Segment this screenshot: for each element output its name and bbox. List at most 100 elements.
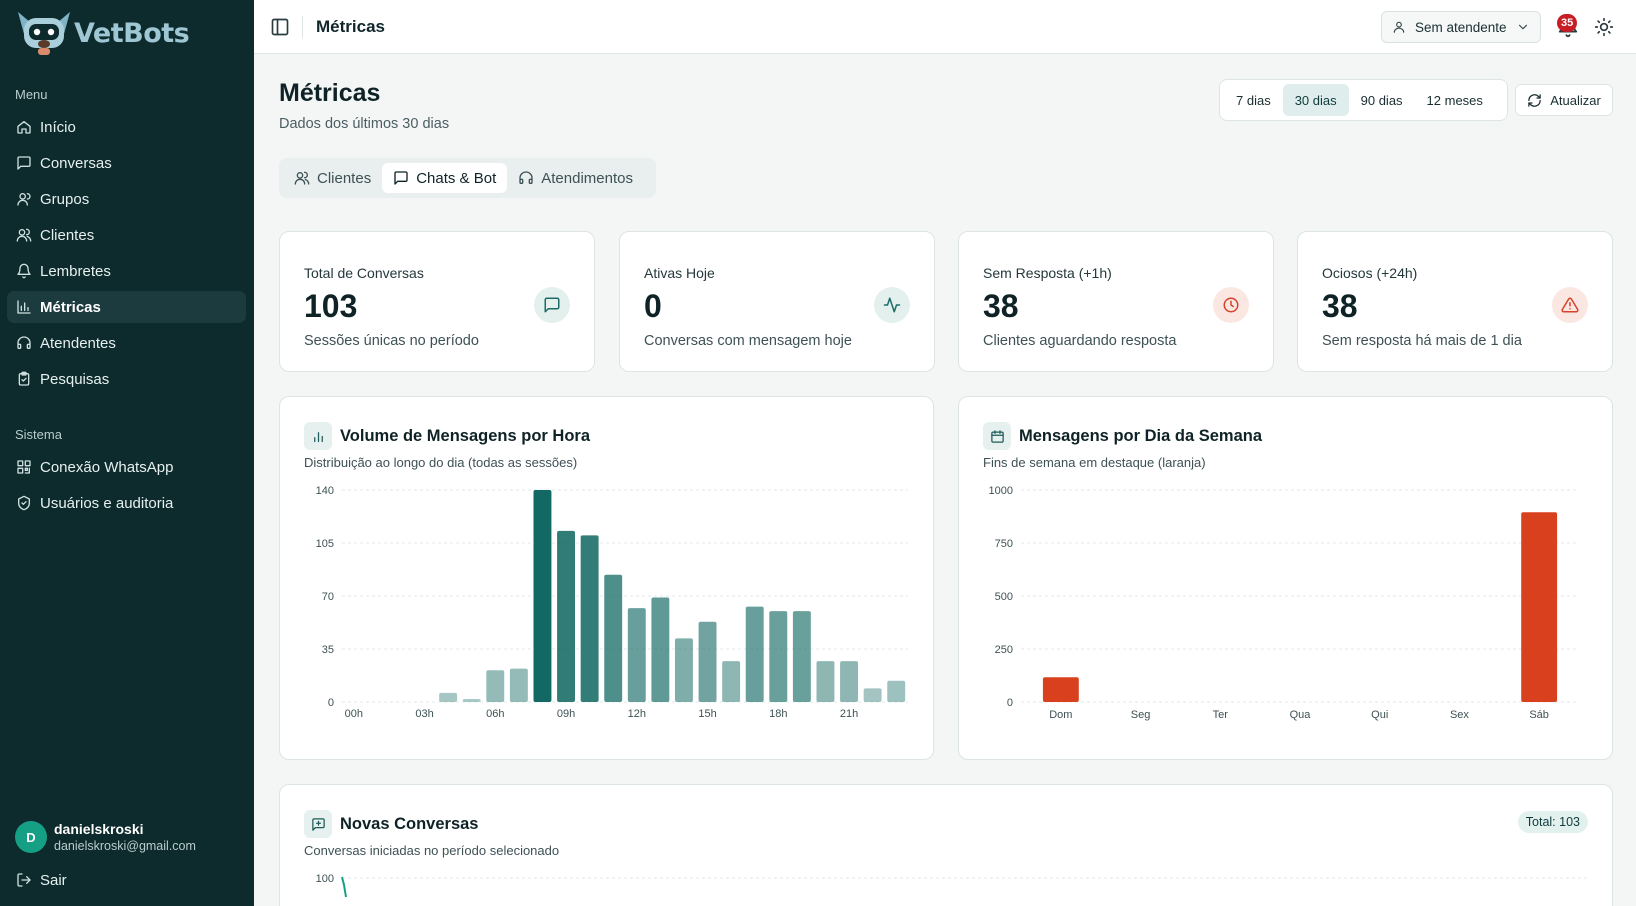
kpi-label: Total de Conversas (304, 265, 424, 281)
range-7-dias[interactable]: 7 dias (1236, 92, 1271, 108)
new-conversations-chart: 100 (316, 873, 1590, 898)
message-icon (17, 156, 31, 170)
sidebar-item-label: Conexão WhatsApp (40, 458, 174, 476)
x-tick-label: Dom (1049, 709, 1072, 721)
headset-icon (17, 336, 31, 349)
sidebar-item-clientes[interactable]: Clientes (7, 219, 246, 251)
tab-chats-bot[interactable]: Chats & Bot (382, 163, 508, 193)
kpi-value: 0 (644, 288, 662, 324)
kpi-description: Clientes aguardando resposta (983, 333, 1177, 349)
topbar-title: Métricas (316, 17, 385, 36)
qr-code-icon (17, 460, 31, 474)
range-90-dias[interactable]: 90 dias (1360, 92, 1403, 108)
sidebar-item-label: Grupos (40, 190, 90, 208)
y-tick-label: 70 (322, 591, 334, 603)
new-conversations-panel: Novas Conversas Conversas iniciadas no p… (279, 784, 1613, 906)
bar-11h (604, 574, 623, 702)
date-range-selector: 7 dias 30 dias 90 dias 12 meses (1219, 79, 1508, 121)
sidebar-item-label: Métricas (40, 298, 101, 316)
users-icon (16, 228, 32, 242)
bar-chart-icon (304, 422, 332, 450)
bar-10h (580, 535, 599, 702)
sidebar: VetBots Menu Início Conversas Grupos Cli… (0, 0, 254, 906)
robot-dog-logo-icon (18, 12, 70, 55)
tab-label: Clientes (317, 169, 372, 187)
kpi-value: 38 (1322, 288, 1358, 324)
kpi-description: Sem resposta há mais de 1 dia (1322, 333, 1522, 349)
kpi-description: Conversas com mensagem hoje (644, 333, 852, 349)
range-12-meses[interactable]: 12 meses (1426, 92, 1483, 108)
x-tick-label: 00h (345, 708, 363, 720)
bar-22h (863, 688, 882, 702)
bar-06h (486, 670, 505, 702)
sidebar-item-label: Clientes (40, 226, 95, 244)
sidebar-item-usuarios-auditoria[interactable]: Usuários e auditoria (7, 487, 246, 519)
app-logo[interactable]: VetBots (12, 8, 190, 58)
avatar: D (15, 821, 47, 853)
sidebar-item-lembretes[interactable]: Lembretes (7, 255, 246, 287)
hourly-volume-chart: 0 35 70 105 140 00h 03h 06h 09h 12h 15h 18h 21h (316, 485, 908, 720)
kpi-label: Sem Resposta (+1h) (983, 265, 1112, 281)
sidebar-item-label: Conversas (40, 154, 112, 172)
kpi-card-total-conversas: Total de Conversas 103 Sessões únicas no… (279, 231, 595, 372)
user-profile[interactable]: D danielskroski danielskroski@gmail.com (15, 821, 196, 853)
bar-08h (533, 490, 552, 702)
bar-09h (557, 530, 576, 702)
headset-icon (519, 171, 533, 184)
sidebar-item-metricas[interactable]: Métricas (7, 291, 246, 323)
users-icon (294, 171, 310, 185)
refresh-button[interactable]: Atualizar (1515, 84, 1613, 116)
kpi-card-ativas-hoje: Ativas Hoje 0 Conversas com mensagem hoj… (619, 231, 935, 372)
kpi-card-ociosos: Ociosos (+24h) 38 Sem resposta há mais d… (1297, 231, 1613, 372)
logout-button[interactable]: Sair (7, 864, 246, 896)
agent-select[interactable]: Sem atendente (1381, 11, 1541, 43)
sidebar-item-atendentes[interactable]: Atendentes (7, 327, 246, 359)
bell-icon (17, 263, 31, 279)
x-tick-label: 09h (557, 708, 575, 720)
logout-icon (17, 873, 31, 887)
bar-chart-icon (17, 300, 31, 314)
range-30-dias[interactable]: 30 dias (1282, 84, 1349, 116)
panel-title: Volume de Mensagens por Hora (340, 426, 590, 445)
panel-header: Mensagens por Dia da Semana (983, 422, 1262, 450)
x-tick-label: Qui (1371, 709, 1388, 721)
activity-icon (874, 287, 910, 323)
y-tick-label: 500 (995, 591, 1013, 603)
y-tick-label: 250 (995, 644, 1013, 656)
bar-20h (816, 661, 835, 702)
bar-19h (792, 611, 811, 702)
clock-icon (1213, 287, 1249, 323)
tab-clientes[interactable]: Clientes (283, 163, 382, 193)
metrics-tabs: Clientes Chats & Bot Atendimentos (279, 158, 656, 198)
sidebar-item-conexao-whatsapp[interactable]: Conexão WhatsApp (7, 451, 246, 483)
sidebar-item-label: Usuários e auditoria (40, 494, 174, 512)
panel-subtitle: Fins de semana em destaque (laranja) (983, 455, 1206, 470)
kpi-value: 38 (983, 288, 1019, 324)
main-content: Métricas Dados dos últimos 30 dias 7 dia… (254, 55, 1636, 906)
sidebar-toggle-icon[interactable] (270, 17, 290, 37)
sidebar-item-label: Início (40, 118, 76, 136)
panel-header: Volume de Mensagens por Hora (304, 422, 590, 450)
logout-label: Sair (40, 871, 67, 889)
x-tick-label: 15h (698, 708, 716, 720)
y-tick-label: 0 (328, 697, 334, 709)
sidebar-item-grupos[interactable]: Grupos (7, 183, 246, 215)
x-tick-label: Sex (1450, 709, 1469, 721)
theme-toggle-sun-icon[interactable] (1594, 17, 1614, 37)
tab-atendimentos[interactable]: Atendimentos (507, 163, 644, 193)
y-tick-label: 100 (316, 873, 334, 885)
sidebar-item-conversas[interactable]: Conversas (7, 147, 246, 179)
x-tick-label: Qua (1290, 709, 1312, 721)
weekday-panel: Mensagens por Dia da Semana Fins de sema… (958, 396, 1613, 760)
sidebar-item-inicio[interactable]: Início (7, 111, 246, 143)
y-tick-label: 0 (1007, 697, 1013, 709)
x-tick-label: 12h (628, 708, 646, 720)
agent-select-value: Sem atendente (1415, 19, 1507, 35)
bar-13h (651, 597, 670, 702)
sidebar-item-pesquisas[interactable]: Pesquisas (7, 363, 246, 395)
alert-triangle-icon (1552, 287, 1588, 323)
app-name: VetBots (74, 17, 190, 49)
bar-15h (698, 621, 717, 702)
calendar-icon (983, 422, 1011, 450)
sidebar-item-label: Pesquisas (40, 370, 110, 388)
